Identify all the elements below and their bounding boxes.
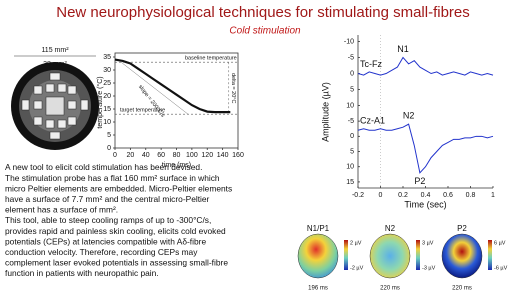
scalp-map xyxy=(297,233,339,279)
colorbar-max: 3 µV xyxy=(422,240,434,246)
y-tick-label: -5 xyxy=(348,54,354,61)
reference-label: baseline temperature xyxy=(185,56,237,62)
probe-image xyxy=(11,55,99,150)
colorbar-min: -6 µV xyxy=(494,265,508,271)
text-line: have a surface of 7.7 mm² and the centra… xyxy=(5,194,210,204)
text-line: The stimulation probe has a flat 160 mm²… xyxy=(5,173,220,183)
eeg-trace xyxy=(357,56,494,76)
map-label: N1/P1 xyxy=(307,224,330,233)
x-tick-label: 0.4 xyxy=(421,192,431,199)
y-tick-label: 35 xyxy=(103,54,111,61)
y-tick-label: 5 xyxy=(350,148,354,155)
reference-label: target temperature xyxy=(120,108,165,114)
y-tick-label: 0 xyxy=(350,133,354,140)
slope-guide xyxy=(120,62,189,115)
text-line: function in patients with neuropathic pa… xyxy=(5,268,159,278)
map-latency: 196 ms xyxy=(308,286,328,292)
x-tick-label: 120 xyxy=(201,152,213,159)
text-line: A new tool to elicit cold stimulation ha… xyxy=(5,162,202,172)
x-tick-label: 100 xyxy=(186,152,198,159)
y-tick-label: 10 xyxy=(346,102,354,109)
y-axis-label: temperature (°C) xyxy=(96,76,104,128)
y-tick-label: -5 xyxy=(348,118,354,125)
text-line: provides rapid and painless skin cooling… xyxy=(5,226,226,236)
x-tick-label: 40 xyxy=(142,152,150,159)
peak-label: P2 xyxy=(414,176,425,186)
y-tick-label: 5 xyxy=(350,86,354,93)
y-tick-label: 25 xyxy=(103,80,111,87)
x-tick-label: 60 xyxy=(157,152,165,159)
x-axis-label: time (ms) xyxy=(162,162,191,169)
y-tick-label: 10 xyxy=(103,119,111,126)
annotation: delta = 20°C xyxy=(230,73,236,104)
trace-label: Cz-A1 xyxy=(360,116,385,126)
text-line: complement laser evoked potentials in as… xyxy=(5,258,228,268)
x-tick-label: 0.6 xyxy=(443,192,453,199)
colorbar xyxy=(416,240,420,270)
y-tick-label: 15 xyxy=(346,179,354,186)
x-tick-label: 0 xyxy=(379,192,383,199)
x-axis-label: Time (sec) xyxy=(404,199,446,209)
peak-label: N1 xyxy=(397,44,409,54)
y-axis-label: Amplitude (µV) xyxy=(320,82,330,142)
text-line: potentials (CEPs) at latencies compatibl… xyxy=(5,236,206,246)
scalp-map xyxy=(369,233,411,279)
x-tick-label: 0.8 xyxy=(466,192,476,199)
text-line: This tool, able to steep cooling ramps o… xyxy=(5,215,211,225)
x-tick-label: 160 xyxy=(232,152,244,159)
x-tick-label: 1 xyxy=(491,192,495,199)
text-line: conduction velocity. Therefore, recordin… xyxy=(5,247,198,257)
title: New neurophysiological techniques for st… xyxy=(56,4,470,21)
map-latency: 220 ms xyxy=(452,286,472,292)
x-tick-label: 0.2 xyxy=(398,192,408,199)
temperature-trace xyxy=(114,58,231,114)
y-tick-label: 30 xyxy=(103,67,111,74)
eeg-trace xyxy=(357,123,494,174)
x-tick-label: 0 xyxy=(113,152,117,159)
x-tick-label: -0.2 xyxy=(352,192,364,199)
y-tick-label: -10 xyxy=(344,38,354,45)
scalp-maps: N1/P1 2 µV -2 µV 196 ms N2 3 µV -3 µV 220 ms P2 6… xyxy=(297,224,508,292)
x-tick-label: 140 xyxy=(217,152,229,159)
subtitle: Cold stimulation xyxy=(229,26,301,37)
colorbar xyxy=(488,240,492,270)
colorbar-max: 6 µV xyxy=(494,240,506,246)
colorbar-max: 2 µV xyxy=(350,240,362,246)
map-label: N2 xyxy=(385,224,396,233)
trace-label: Tc-Fz xyxy=(360,59,382,69)
colorbar-min: -3 µV xyxy=(422,265,436,271)
probe-inner-label: 38 mm² xyxy=(43,61,67,68)
x-tick-label: 80 xyxy=(173,152,181,159)
x-tick-label: 20 xyxy=(126,152,134,159)
y-tick-label: 20 xyxy=(103,93,111,100)
colorbar xyxy=(344,240,348,270)
plot-frame xyxy=(114,52,239,149)
map-label: P2 xyxy=(457,224,467,233)
colorbar-min: -2 µV xyxy=(350,265,364,271)
y-tick-label: 0 xyxy=(107,145,111,152)
scalp-map xyxy=(441,233,483,279)
map-latency: 220 ms xyxy=(380,286,400,292)
text-line: micro Peltier elements are embedded. Mic… xyxy=(5,183,232,193)
y-tick-label: 5 xyxy=(107,132,111,139)
probe-outer-label: 115 mm² xyxy=(41,47,69,54)
y-tick-label: 0 xyxy=(350,70,354,77)
text-line: element has a surface of mm². xyxy=(5,205,118,215)
description: A new tool to elicit cold stimulation ha… xyxy=(5,162,232,278)
y-tick-label: 10 xyxy=(346,164,354,171)
peak-label: N2 xyxy=(403,111,415,121)
y-tick-label: 15 xyxy=(103,106,111,113)
